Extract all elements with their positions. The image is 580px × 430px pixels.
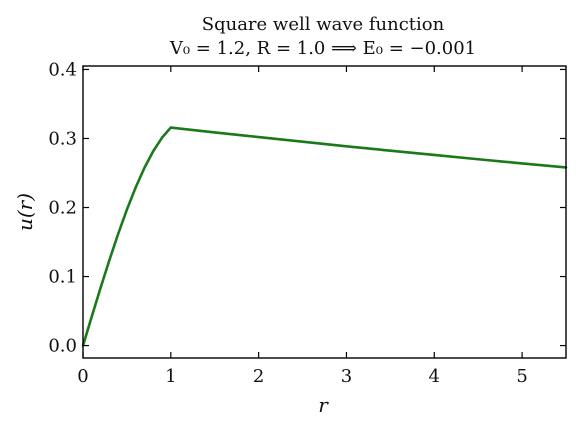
x-tick-label: 3 (341, 366, 352, 387)
y-tick-label: 0.2 (48, 198, 77, 219)
y-tick-label: 0.4 (48, 59, 77, 80)
y-axis-label: u(r) (13, 193, 37, 231)
x-tick-label: 1 (165, 366, 176, 387)
y-tick-label: 0.3 (48, 128, 77, 149)
chart-subtitle: V₀ = 1.2, R = 1.0 ⟹ E₀ = −0.001 (169, 38, 476, 59)
x-tick-label: 0 (77, 366, 88, 387)
x-axis-label: r (318, 393, 329, 417)
x-tick-label: 2 (253, 366, 264, 387)
plot-area: 0 1 2 3 4 5 0.0 0.1 0.2 0.3 0.4 (48, 59, 568, 387)
x-tick-label: 5 (516, 366, 527, 387)
chart-title: Square well wave function (202, 14, 445, 35)
axes-frame (82, 65, 567, 359)
y-tick-label: 0.0 (48, 336, 77, 357)
y-tick-label: 0.1 (48, 267, 77, 288)
x-tick-label: 4 (429, 366, 440, 387)
series-line-0 (81, 126, 568, 347)
